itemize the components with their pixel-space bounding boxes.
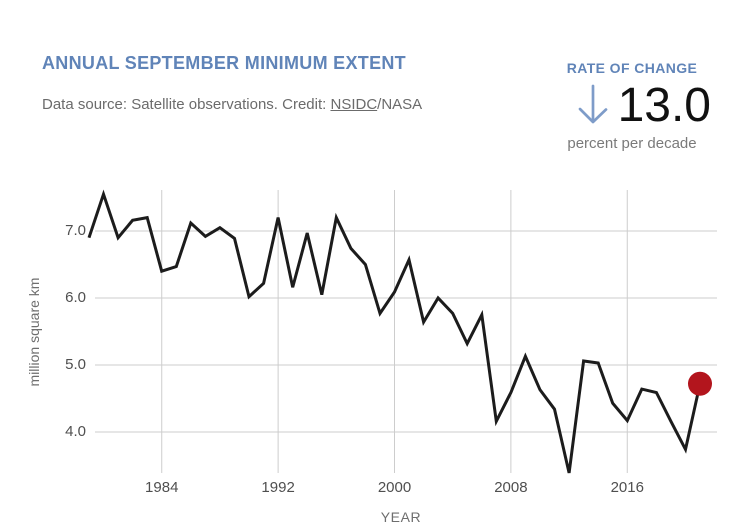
page-title: ANNUAL SEPTEMBER MINIMUM EXTENT (42, 53, 406, 73)
rate-of-change-label: RATE OF CHANGE (566, 60, 698, 76)
down-arrow-icon (578, 84, 607, 124)
y-axis-title: million square km (26, 277, 42, 387)
x-tick-label: 2000 (377, 479, 412, 496)
latest-point-marker (688, 371, 712, 396)
y-tick-label: 5.0 (65, 356, 86, 373)
data-source-note: Data source: Satellite observations. Cre… (42, 96, 422, 113)
x-tick-label: 2016 (610, 479, 644, 496)
x-tick-label: 2008 (494, 479, 528, 496)
nsidc-link[interactable]: NSIDC (330, 96, 378, 113)
data-source-text: Data source: Satellite observations. Cre… (42, 96, 331, 113)
x-axis-title: YEAR (380, 509, 422, 525)
x-tick-label: 1992 (261, 479, 295, 496)
rate-of-change-unit: percent per decade (567, 135, 697, 152)
y-tick-label: 4.0 (65, 423, 86, 440)
rate-of-change-row: 13.0 (553, 79, 711, 132)
x-tick-label: 1984 (145, 479, 179, 496)
rate-of-change-panel: RATE OF CHANGE 13.0 percent per decade (553, 60, 711, 152)
y-tick-label: 7.0 (65, 222, 86, 239)
extent-line (87, 189, 702, 474)
credit-suffix: /NASA (377, 96, 423, 113)
rate-of-change-value: 13.0 (617, 79, 711, 132)
y-tick-label: 6.0 (65, 289, 86, 306)
